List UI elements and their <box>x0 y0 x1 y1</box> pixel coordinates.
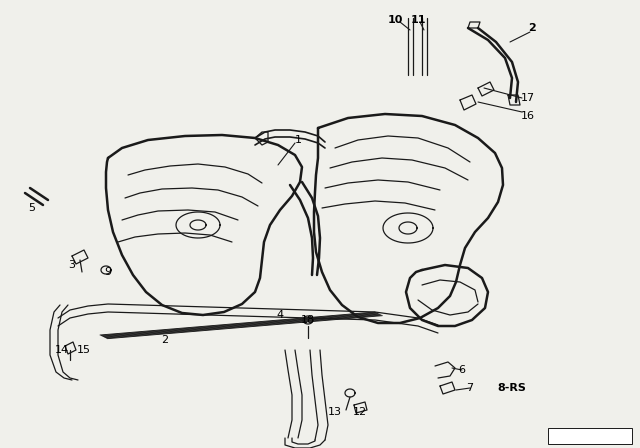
Text: 6: 6 <box>458 365 465 375</box>
Text: 7: 7 <box>467 383 474 393</box>
Text: 4: 4 <box>276 310 284 320</box>
Bar <box>548 428 632 444</box>
Text: 1: 1 <box>294 135 301 145</box>
Text: 8-RS: 8-RS <box>497 383 527 393</box>
Text: 0C0*0721: 0C0*0721 <box>568 432 612 441</box>
Text: 5: 5 <box>29 203 35 213</box>
Text: 9: 9 <box>104 267 111 277</box>
Text: 2: 2 <box>528 23 536 33</box>
Text: 12: 12 <box>353 407 367 417</box>
Text: 3: 3 <box>68 260 76 270</box>
Text: 17: 17 <box>521 93 535 103</box>
Text: 18: 18 <box>301 315 315 325</box>
Text: 10: 10 <box>387 15 403 25</box>
Text: 13: 13 <box>328 407 342 417</box>
Text: 11: 11 <box>410 15 426 25</box>
Text: 16: 16 <box>521 111 535 121</box>
Text: 15: 15 <box>77 345 91 355</box>
Text: 14: 14 <box>55 345 69 355</box>
Text: 2: 2 <box>161 335 168 345</box>
